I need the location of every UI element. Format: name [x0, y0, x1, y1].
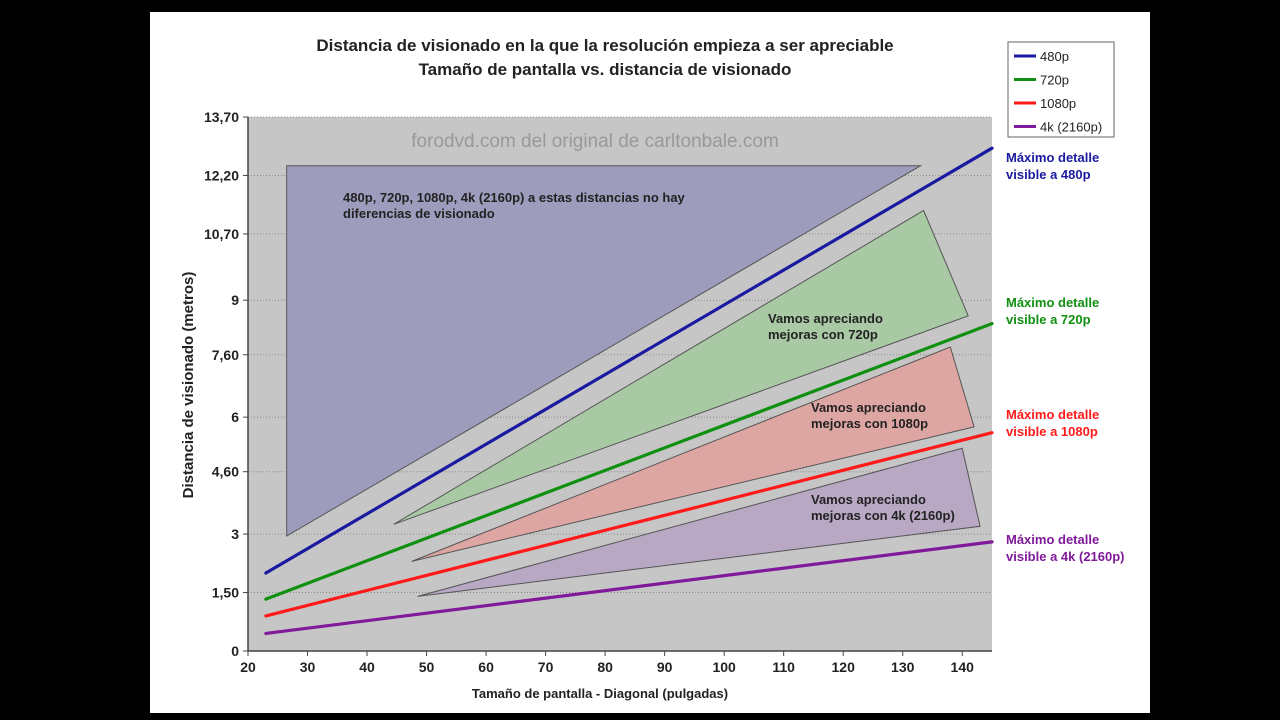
y-tick-label: 4,60	[212, 464, 239, 480]
x-tick-label: 100	[712, 659, 736, 675]
region-1	[393, 209, 969, 525]
y-tick-label: 10,70	[204, 226, 239, 242]
series-line-1080p	[264, 431, 994, 618]
y-tick-label: 0	[231, 643, 239, 659]
series-line-720p	[264, 321, 994, 601]
region-label-0: diferencias de visionado	[343, 206, 495, 221]
region-label-3: mejoras con 4k (2160p)	[811, 508, 955, 523]
series-line-4k (2160p)	[264, 540, 994, 636]
region-label-0: 480p, 720p, 1080p, 4k (2160p) a estas di…	[343, 190, 686, 205]
legend-box	[1007, 41, 1115, 138]
y-axis-label: Distancia de visionado (metros)	[180, 272, 197, 499]
y-tick-label: 13,70	[204, 109, 239, 125]
x-tick-label: 60	[478, 659, 494, 675]
chart-frame: Distancia de visionado en la que la reso…	[150, 12, 1150, 713]
y-tick-label: 1,50	[212, 585, 239, 601]
end-label-480p: visible a 480p	[1006, 167, 1091, 182]
x-tick-label: 40	[359, 659, 375, 675]
x-tick-label: 80	[597, 659, 613, 675]
watermark: forodvd.com del original de carltonbale.…	[411, 131, 779, 152]
x-tick-label: 30	[300, 659, 316, 675]
x-tick-label: 120	[832, 659, 856, 675]
axes	[247, 117, 992, 652]
end-label-1080p: visible a 1080p	[1006, 424, 1098, 439]
end-label-4k (2160p): Máximo detalle	[1006, 532, 1099, 547]
x-tick-label: 70	[538, 659, 554, 675]
x-tick-label: 20	[240, 659, 256, 675]
end-label-720p: Máximo detalle	[1006, 295, 1099, 310]
region-label-2: Vamos apreciando	[811, 400, 926, 415]
x-ticks: 20 30 40 50 60 70 80 90 100 110 120 130 140	[240, 651, 974, 675]
series-lines	[264, 146, 994, 636]
end-label-1080p: Máximo detalle	[1006, 407, 1099, 422]
legend-label-720p: 720p	[1040, 73, 1069, 88]
x-tick-label: 50	[419, 659, 435, 675]
y-tick-label: 9	[231, 292, 239, 308]
x-axis-label: Tamaño de pantalla - Diagonal (pulgadas)	[472, 686, 728, 701]
legend-label-480p: 480p	[1040, 49, 1069, 64]
region-2	[411, 346, 975, 562]
end-label-720p: visible a 720p	[1006, 312, 1091, 327]
legend-label-1080p: 1080p	[1040, 96, 1076, 111]
series-line-480p	[264, 146, 994, 575]
region-label-1: mejoras con 720p	[768, 327, 878, 342]
y-tick-label: 6	[231, 409, 239, 425]
y-tick-label: 3	[231, 526, 239, 542]
chart-title: Distancia de visionado en la que la reso…	[316, 36, 893, 55]
chart-subtitle: Tamaño de pantalla vs. distancia de visi…	[419, 60, 792, 79]
region-3	[417, 447, 981, 597]
y-tick-label: 12,20	[204, 167, 239, 183]
x-tick-label: 140	[951, 659, 975, 675]
x-tick-label: 90	[657, 659, 673, 675]
chart: Distancia de visionado en la que la reso…	[180, 36, 1125, 701]
legend: 480p 720p 1080p 4k (2160p)	[1007, 41, 1115, 138]
regions: 480p, 720p, 1080p, 4k (2160p) a estas di…	[286, 165, 981, 597]
x-tick-label: 130	[891, 659, 915, 675]
end-label-4k (2160p): visible a 4k (2160p)	[1006, 549, 1125, 564]
region-label-2: mejoras con 1080p	[811, 416, 928, 431]
region-label-3: Vamos apreciando	[811, 492, 926, 507]
region-0	[286, 165, 923, 537]
end-labels: Máximo detalle visible a 480p Máximo detal…	[1006, 150, 1125, 564]
legend-label-4k (2160p): 4k (2160p)	[1040, 120, 1102, 135]
y-ticks: 0 1,50 3 4,60 6 7,60 9 10,70 12,20 13,70	[204, 109, 248, 659]
end-label-480p: Máximo detalle	[1006, 150, 1099, 165]
x-tick-label: 110	[772, 659, 795, 675]
region-label-1: Vamos apreciando	[768, 311, 883, 326]
y-tick-label: 7,60	[212, 347, 239, 363]
